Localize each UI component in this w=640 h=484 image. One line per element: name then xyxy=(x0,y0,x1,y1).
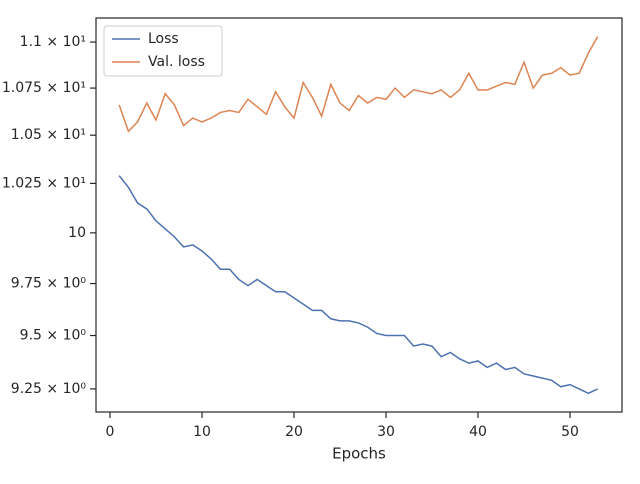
legend-label: Val. loss xyxy=(148,54,205,70)
x-tick-label: 10 xyxy=(193,424,211,440)
x-tick-label: 0 xyxy=(106,424,115,440)
y-tick-label: 1.075 × 10¹ xyxy=(2,80,86,96)
y-tick-label: 9.75 × 10⁰ xyxy=(11,276,87,292)
y-tick-label: 1.025 × 10¹ xyxy=(2,175,86,191)
x-tick-label: 50 xyxy=(561,424,579,440)
y-tick-label: 9.5 × 10⁰ xyxy=(20,328,87,344)
line-series xyxy=(118,175,598,395)
y-tick-label: 1.1 × 10¹ xyxy=(20,34,86,50)
x-axis-label: Epochs xyxy=(332,445,386,463)
y-tick-label: 9.25 × 10⁰ xyxy=(11,381,87,397)
x-tick-label: 30 xyxy=(377,424,395,440)
x-tick-label: 20 xyxy=(285,424,303,440)
legend-label: Loss xyxy=(148,31,179,47)
line-series xyxy=(118,36,599,133)
y-tick-label: 10 xyxy=(68,225,86,241)
x-tick-label: 40 xyxy=(469,424,487,440)
y-tick-label: 1.05 × 10¹ xyxy=(11,127,86,143)
plot-frame xyxy=(95,17,623,413)
